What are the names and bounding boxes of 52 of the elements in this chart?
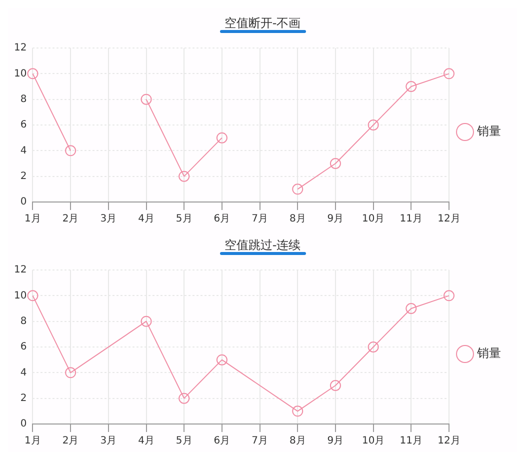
y-tick-label: 12	[14, 42, 27, 54]
x-tick-label: 9月	[327, 214, 344, 225]
x-tick-label: 12月	[438, 436, 460, 447]
legend-label: 销量	[476, 124, 501, 138]
point	[216, 132, 228, 144]
y-tick-label: 2	[20, 170, 27, 182]
x-tick-label: 4月	[138, 214, 154, 225]
y-tick-label: 8	[20, 316, 27, 327]
y-tick-label: 12	[14, 264, 27, 276]
x-tick-label: 3月	[100, 436, 117, 447]
x-tick-label: 7月	[252, 214, 268, 225]
y-tick-label: 0	[20, 196, 27, 208]
point	[65, 145, 76, 156]
x-tick-label: 3月	[100, 214, 117, 225]
x-tick-label: 4月	[138, 436, 154, 447]
y-tick-label: 0	[20, 418, 27, 430]
point	[27, 68, 38, 80]
x-tick-label: 10月	[362, 214, 385, 225]
x-tick-label: 2月	[62, 436, 79, 447]
x-tick-label: 9月	[327, 436, 344, 447]
point	[368, 120, 379, 130]
point	[444, 68, 454, 80]
point	[292, 184, 304, 195]
point	[330, 158, 341, 169]
x-tick-label: 8月	[289, 436, 306, 447]
chart-title: 空值断开-不画	[224, 15, 301, 32]
point	[140, 94, 152, 105]
x-tick-label: 7月	[252, 436, 268, 447]
y-tick-label: 10	[14, 68, 27, 80]
y-tick-label: 2	[20, 392, 27, 404]
x-tick-label: 6月	[214, 214, 230, 225]
x-tick-label: 5月	[176, 214, 192, 225]
point	[178, 170, 190, 182]
point	[406, 81, 417, 92]
x-tick-label: 11月	[400, 214, 423, 225]
x-tick-label: 11月	[400, 436, 423, 447]
legend-label: 销量	[476, 346, 501, 360]
x-tick-label: 2月	[62, 214, 79, 225]
y-tick-label: 4	[20, 145, 27, 156]
x-tick-label: 5月	[176, 436, 192, 447]
x-tick-label: 1月	[24, 214, 41, 225]
x-tick-label: 6月	[214, 436, 230, 447]
chart-title: 空值跳过-连续	[224, 237, 301, 254]
x-tick-label: 8月	[289, 214, 306, 225]
x-tick-label: 10月	[362, 436, 385, 447]
x-tick-label: 1月	[24, 436, 41, 447]
y-tick-label: 4	[20, 367, 27, 378]
y-tick-label: 6	[20, 342, 27, 353]
y-tick-label: 10	[14, 290, 27, 302]
x-tick-label: 12月	[438, 214, 460, 225]
y-tick-label: 6	[20, 120, 27, 131]
y-tick-label: 8	[20, 94, 27, 105]
